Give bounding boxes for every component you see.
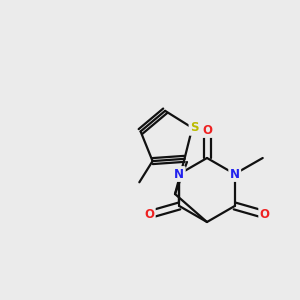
Text: O: O	[260, 208, 270, 220]
Text: N: N	[174, 167, 184, 181]
Text: O: O	[202, 124, 212, 136]
Text: O: O	[144, 208, 154, 220]
Text: N: N	[230, 167, 240, 181]
Text: S: S	[190, 121, 199, 134]
